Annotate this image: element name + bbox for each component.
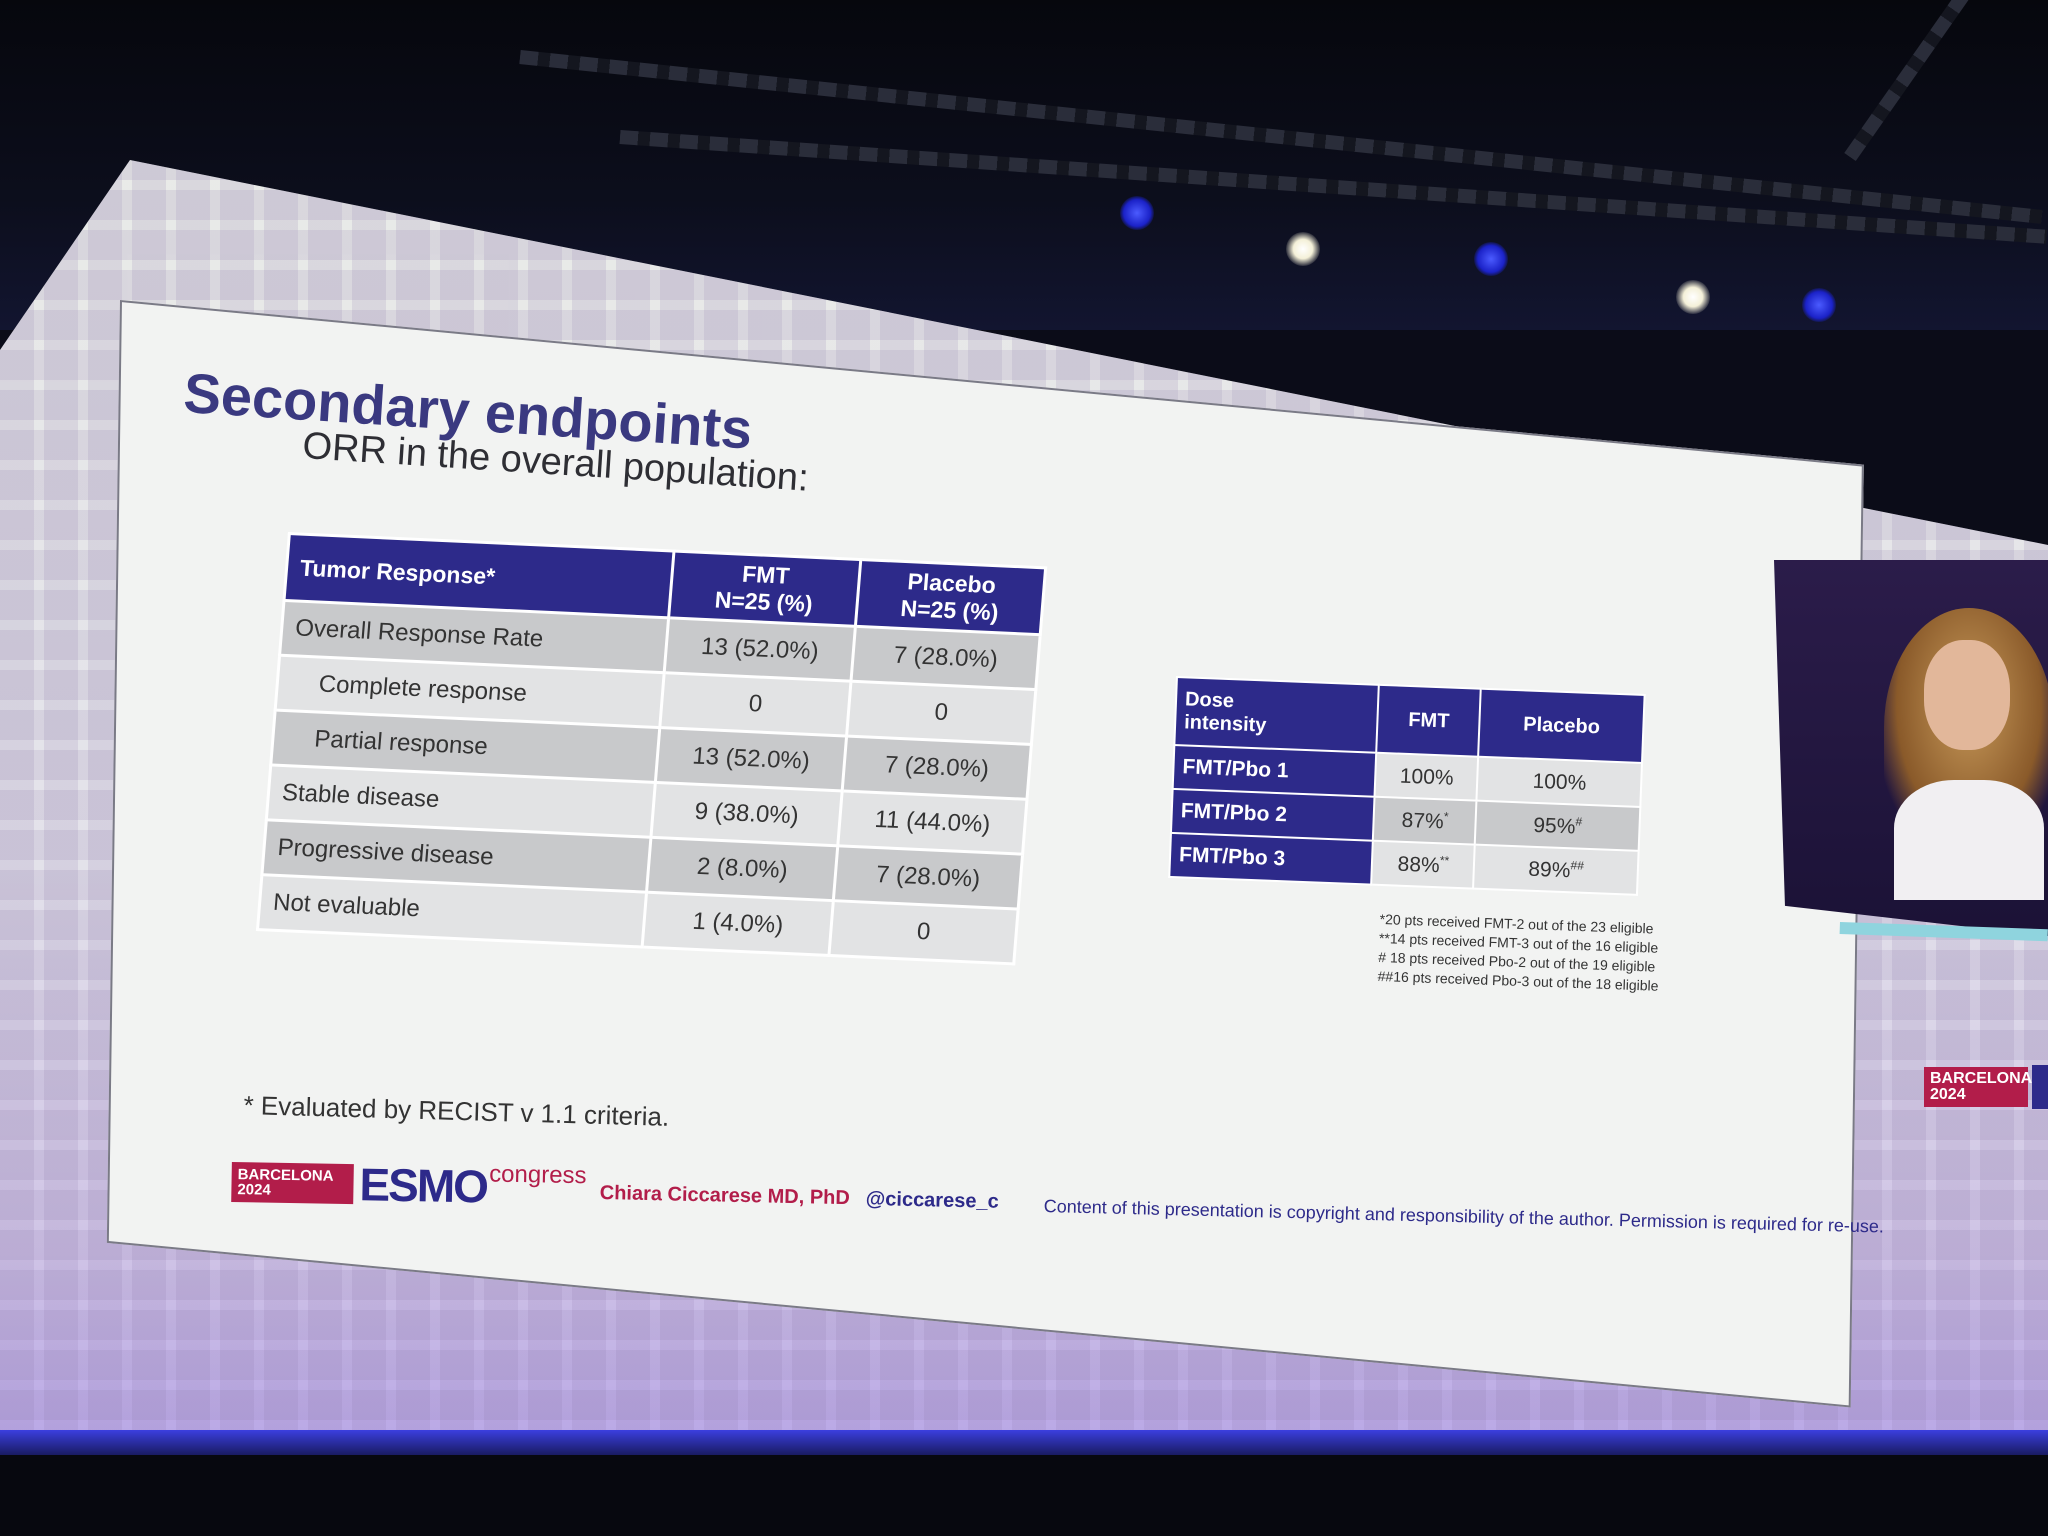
placebo-value: 11 (44.0%): [837, 790, 1027, 855]
table-header-placebo: Placebo: [1478, 688, 1645, 763]
presenter-video-screen: [1774, 560, 2048, 936]
congress-wordmark: congress: [488, 1160, 587, 1190]
fmt-value: 100%: [1374, 752, 1479, 801]
presenter-face: [1924, 640, 2010, 750]
dose-intensity-table: Dose intensity FMT Placebo FMT/Pbo 1 100%…: [1168, 676, 1645, 896]
row-label: FMT/Pbo 3: [1169, 832, 1374, 885]
stage-light: [1120, 196, 1154, 230]
table-header-fmt: FMT N=25 (%): [668, 551, 861, 627]
fmt-value: 13 (52.0%): [664, 617, 856, 682]
lighting-truss: [519, 50, 2043, 224]
placebo-value: 7 (28.0%): [851, 626, 1041, 690]
stage-floor: [0, 1455, 2048, 1536]
placebo-value: 0: [846, 681, 1036, 745]
dose-notes: *20 pts received FMT-2 out of the 23 eli…: [1377, 910, 1679, 996]
fmt-value: 9 (38.0%): [650, 782, 843, 846]
side-screen-logo: BARCELONA 2024: [1924, 1062, 2048, 1112]
esmo-mark: [2032, 1065, 2048, 1109]
placebo-value: 0: [829, 900, 1019, 964]
esmo-logo: BARCELONA 2024 ESMO congress: [231, 1156, 587, 1213]
badge-year: 2024: [1930, 1086, 1966, 1103]
fmt-value: 0: [659, 672, 852, 737]
table-header-fmt: FMT: [1376, 684, 1482, 757]
badge-city: BARCELONA: [1930, 1070, 2033, 1087]
stage-light: [1474, 242, 1508, 276]
stage-light: [1676, 280, 1710, 314]
fmt-value: 13 (52.0%): [655, 727, 847, 791]
row-label: FMT/Pbo 1: [1172, 744, 1377, 797]
tumor-response-table: Tumor Response* FMT N=25 (%) Placebo N=25 …: [256, 532, 1047, 965]
fmt-value: 88%**: [1371, 840, 1476, 889]
stage-light: [1802, 288, 1836, 322]
esmo-wordmark: ESMO: [359, 1158, 488, 1213]
author-handle: @ciccarese_c: [865, 1188, 999, 1213]
lighting-truss: [1844, 0, 2005, 162]
barcelona-badge: BARCELONA 2024: [231, 1161, 354, 1205]
placebo-value: 7 (28.0%): [833, 845, 1023, 910]
placebo-value: 7 (28.0%): [842, 736, 1032, 800]
stage-light: [1286, 232, 1320, 266]
placebo-value: 100%: [1476, 756, 1643, 807]
presenter-shirt: [1894, 780, 2044, 900]
table-header-dose-intensity: Dose intensity: [1174, 677, 1380, 753]
fmt-value: 1 (4.0%): [642, 892, 834, 956]
placebo-value: 89%##: [1473, 844, 1639, 895]
fmt-value: 87%*: [1373, 796, 1477, 845]
placebo-value: 95%#: [1475, 800, 1641, 851]
barcelona-badge: BARCELONA 2024: [1924, 1067, 2033, 1107]
fmt-value: 2 (8.0%): [646, 837, 838, 901]
row-label: FMT/Pbo 2: [1170, 788, 1375, 841]
table-header-placebo: Placebo N=25 (%): [855, 559, 1046, 635]
